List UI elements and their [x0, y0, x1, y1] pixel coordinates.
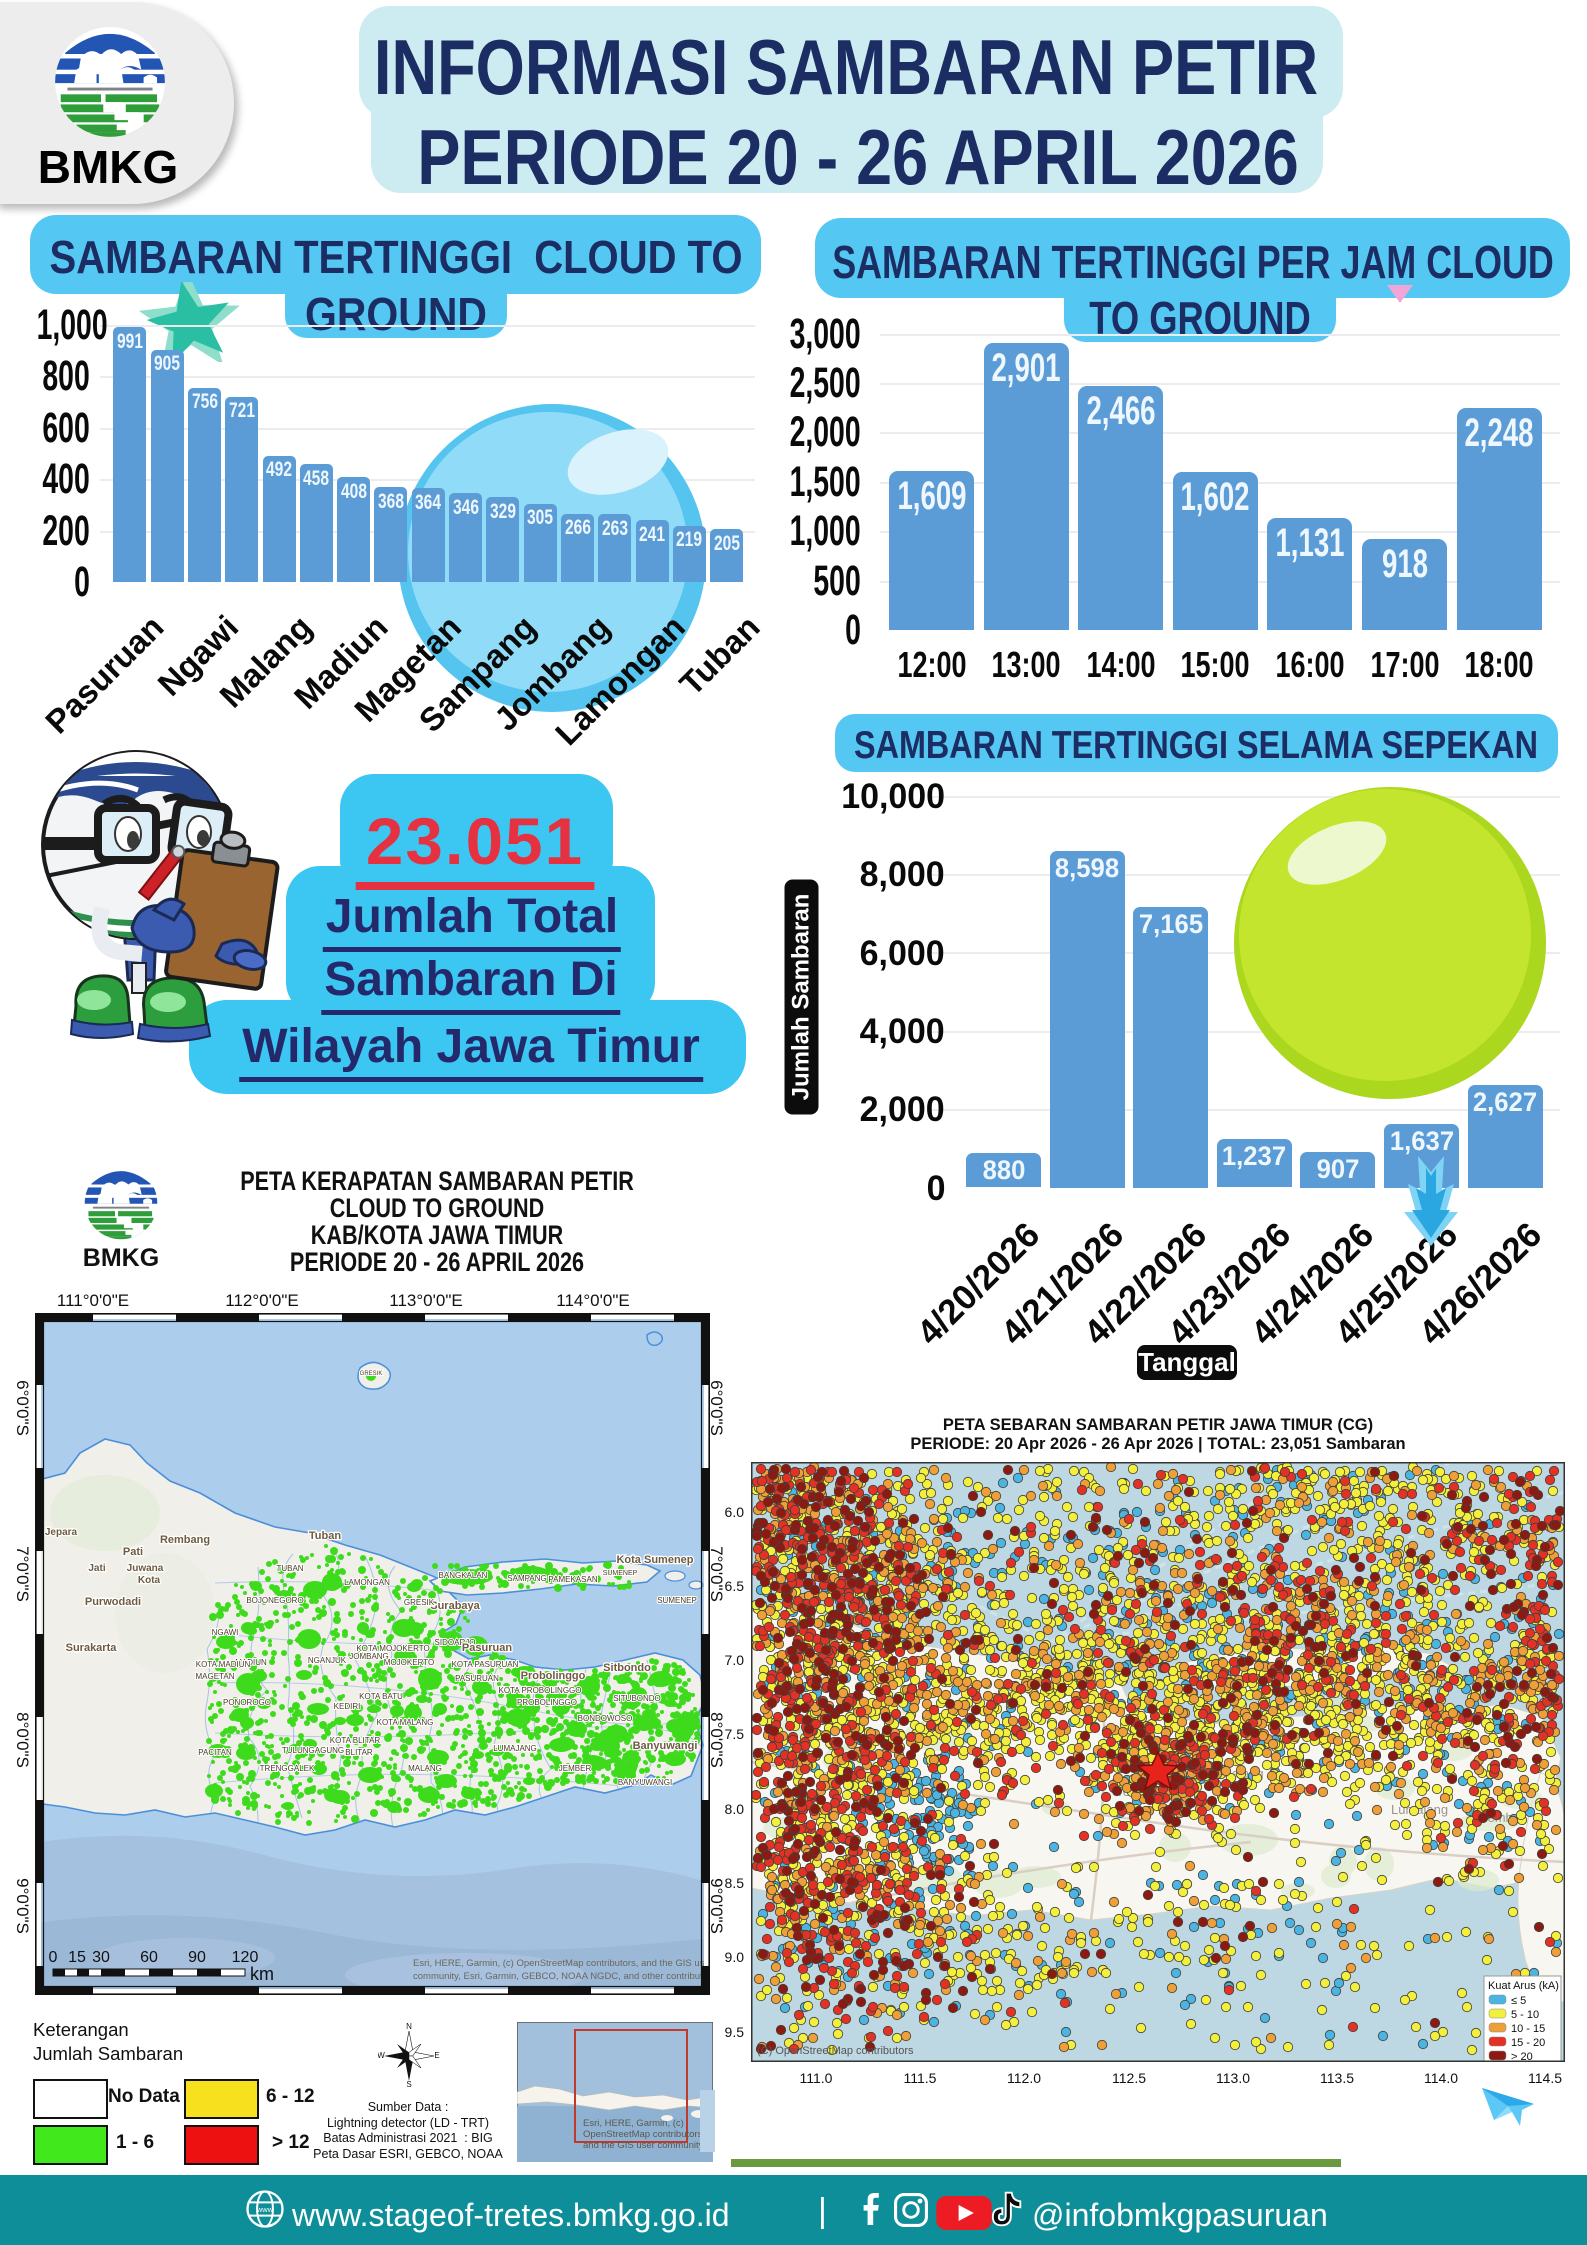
svg-text:MADIUN: MADIUN [235, 1658, 267, 1667]
svg-text:BONDOWOSO: BONDOWOSO [578, 1714, 633, 1723]
svg-text:Kota: Kota [138, 1575, 161, 1586]
svg-text:PASURUAN: PASURUAN [455, 1674, 499, 1683]
svg-text:S: S [406, 2080, 411, 2088]
svg-text:km: km [250, 1964, 274, 1984]
svg-text:Jati: Jati [88, 1563, 105, 1574]
svg-text:Banyuwangi: Banyuwangi [633, 1740, 698, 1752]
svg-text:and the GIS user community: and the GIS user community [583, 2140, 704, 2151]
svg-text:JEMBER: JEMBER [559, 1764, 592, 1773]
svg-text:Purwodadi: Purwodadi [85, 1596, 141, 1608]
svg-text:KOTA BLITAR: KOTA BLITAR [330, 1736, 381, 1745]
svg-text:90: 90 [188, 1949, 206, 1966]
svg-text:BLITAR: BLITAR [345, 1748, 373, 1757]
svg-text:Esri, HERE, Garmin, (c) OpenSt: Esri, HERE, Garmin, (c) OpenStreetMap co… [413, 1958, 710, 1969]
svg-text:MALANG: MALANG [408, 1764, 442, 1773]
svg-text:KOTA BATU: KOTA BATU [359, 1692, 403, 1701]
svg-text:Jepara: Jepara [45, 1527, 78, 1538]
svg-text:SUMENEP: SUMENEP [657, 1596, 697, 1605]
svg-text:PONOROGO: PONOROGO [223, 1698, 271, 1707]
svg-text:N: N [406, 2022, 412, 2031]
svg-text:Kota Sumenep: Kota Sumenep [616, 1554, 693, 1566]
svg-text:Pasuruan: Pasuruan [462, 1642, 512, 1654]
svg-text:NGAWI: NGAWI [212, 1628, 239, 1637]
svg-text:Sitbondo: Sitbondo [603, 1662, 651, 1674]
svg-text:PACITAN: PACITAN [198, 1748, 232, 1757]
svg-text:TRENGGALEK: TRENGGALEK [260, 1764, 315, 1773]
svg-text:120: 120 [232, 1949, 259, 1966]
svg-text:SITUBONDO: SITUBONDO [613, 1694, 661, 1703]
svg-text:PAMEKASAN: PAMEKASAN [548, 1575, 597, 1584]
svg-text:MOJOKERTO: MOJOKERTO [384, 1658, 434, 1667]
svg-text:KOTA MALANG: KOTA MALANG [377, 1718, 434, 1727]
svg-text:Juwana: Juwana [127, 1563, 164, 1574]
svg-text:KOTA MOJOKERTO: KOTA MOJOKERTO [356, 1644, 429, 1653]
svg-text:E: E [434, 2051, 439, 2060]
svg-text:BOJONEGORO: BOJONEGORO [246, 1596, 303, 1605]
svg-text:Surabaya: Surabaya [430, 1600, 480, 1612]
svg-text:SIDOARJO: SIDOARJO [435, 1638, 476, 1647]
svg-text:Esri, HERE, Garmin, (c): Esri, HERE, Garmin, (c) [583, 2118, 684, 2129]
svg-text:NGANJUK: NGANJUK [308, 1656, 347, 1665]
svg-text:30: 30 [92, 1949, 110, 1966]
svg-text:MAGETAN: MAGETAN [196, 1672, 235, 1681]
svg-text:JOMBANG: JOMBANG [349, 1652, 389, 1661]
svg-text:PROBOLINGGO: PROBOLINGGO [517, 1698, 577, 1707]
svg-text:SAMPANG: SAMPANG [507, 1574, 546, 1583]
svg-text:KEDIRI: KEDIRI [334, 1702, 361, 1711]
svg-text:KOTA PASURUAN: KOTA PASURUAN [452, 1660, 519, 1669]
svg-text:Tuban: Tuban [309, 1530, 341, 1542]
svg-text:KOTA MADIUN: KOTA MADIUN [196, 1660, 251, 1669]
svg-text:TULUNGAGUNG: TULUNGAGUNG [282, 1746, 344, 1755]
svg-text:60: 60 [140, 1949, 158, 1966]
svg-text:SUMENEP: SUMENEP [603, 1570, 638, 1577]
svg-text:Pati: Pati [123, 1546, 143, 1558]
svg-text:KOTA PROBOLINGGO: KOTA PROBOLINGGO [499, 1686, 582, 1695]
svg-text:community, Esri, Garmin, GEBCO: community, Esri, Garmin, GEBCO, NOAA NGD… [413, 1971, 710, 1982]
svg-text:Probolinggo: Probolinggo [521, 1670, 586, 1682]
svg-text:W: W [378, 2051, 385, 2060]
svg-text:15: 15 [68, 1949, 86, 1966]
svg-text:0: 0 [49, 1949, 58, 1966]
svg-text:BANGKALAN: BANGKALAN [439, 1571, 488, 1580]
svg-text:OpenStreetMap contributors,: OpenStreetMap contributors, [583, 2129, 705, 2140]
svg-text:Surakarta: Surakarta [66, 1642, 118, 1654]
svg-text:LAMONGAN: LAMONGAN [344, 1578, 390, 1587]
svg-text:GRESIK: GRESIK [404, 1598, 435, 1607]
svg-text:Rembang: Rembang [160, 1534, 210, 1546]
svg-text:LUMAJANG: LUMAJANG [493, 1744, 537, 1753]
svg-text:TUBAN: TUBAN [276, 1564, 303, 1573]
svg-text:BANYUWANGI: BANYUWANGI [618, 1778, 672, 1787]
svg-text:GRESIK: GRESIK [360, 1371, 383, 1377]
